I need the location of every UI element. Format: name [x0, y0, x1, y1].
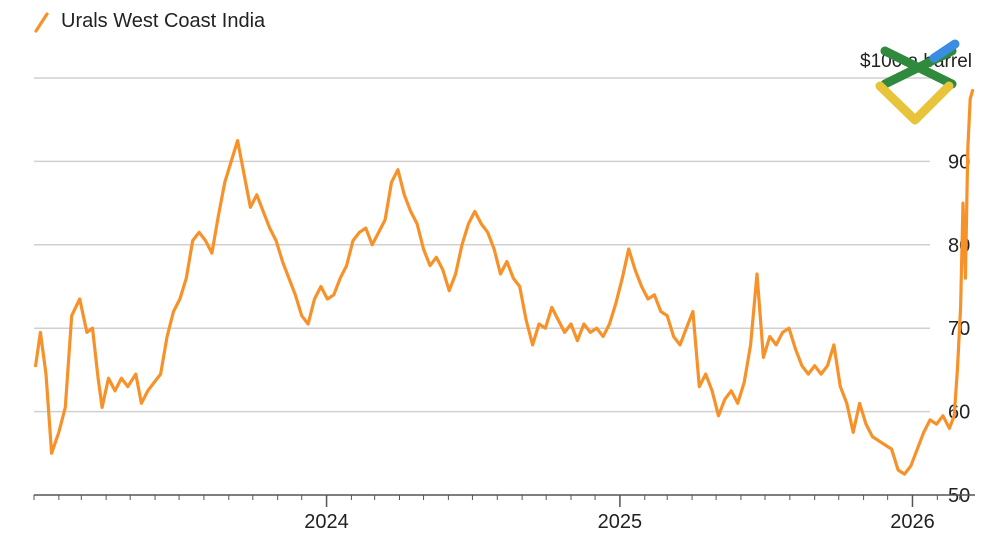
- legend-swatch: [34, 12, 49, 33]
- y-tick-label-90: 90: [948, 151, 970, 173]
- x-tick-label-2026: 2026: [890, 511, 935, 533]
- legend: Urals West Coast India: [34, 10, 266, 33]
- gridlines: [34, 77, 930, 413]
- x-axis: 2024 2025 2026: [33, 494, 975, 533]
- litefinance-logo: [875, 39, 960, 125]
- logo-yellow-chevron: [875, 81, 954, 125]
- x-tick-label-2024: 2024: [304, 511, 349, 533]
- series-layer: [34, 88, 975, 476]
- series-line-0: [34, 88, 975, 476]
- y-tick-label-50: 50: [948, 485, 970, 507]
- logo-blue-stroke: [929, 39, 960, 63]
- x-tick-label-2025: 2025: [598, 511, 643, 533]
- legend-label: Urals West Coast India: [61, 10, 266, 32]
